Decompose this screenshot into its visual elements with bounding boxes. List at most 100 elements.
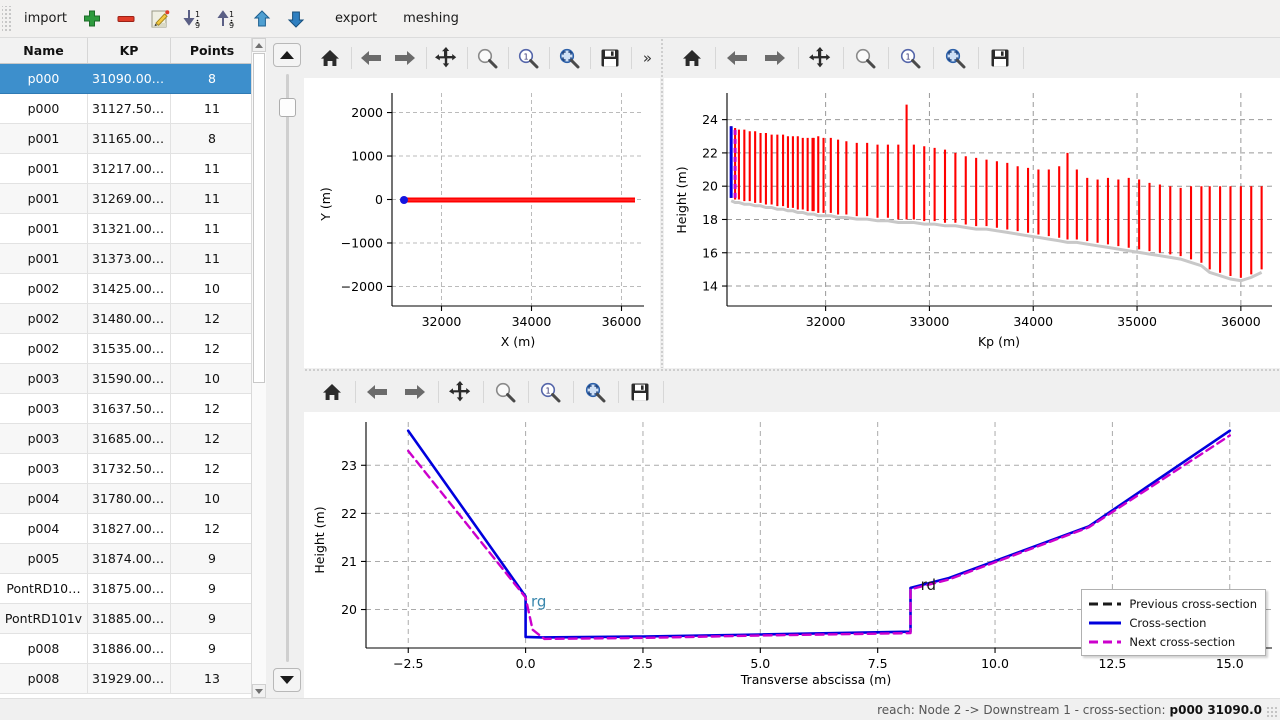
cell-name: p003 [0, 453, 88, 484]
table-row[interactable]: p008 31886.0000 9 [0, 633, 254, 664]
back-arrow-icon[interactable] [359, 377, 395, 407]
cell-points: 12 [170, 453, 254, 484]
home-icon[interactable] [314, 377, 350, 407]
table-row[interactable]: p001 31269.0000 11 [0, 183, 254, 214]
column-header-name[interactable]: Name [0, 38, 88, 64]
home-icon[interactable] [674, 43, 710, 73]
move-down-icon[interactable] [281, 6, 311, 32]
forward-arrow-icon[interactable] [397, 377, 433, 407]
scrollbar-thumb[interactable] [253, 53, 265, 383]
table-row[interactable]: p005 31874.0000 9 [0, 543, 254, 574]
back-arrow-icon[interactable] [355, 43, 387, 73]
table-row[interactable]: p003 31637.5000 12 [0, 393, 254, 424]
magnifier-icon[interactable] [487, 377, 523, 407]
import-button[interactable]: import [24, 11, 67, 26]
table-row[interactable]: p008 31929.0000 13 [0, 663, 254, 694]
slider-track[interactable] [286, 74, 289, 662]
legend-label-current: Cross-section [1129, 615, 1207, 630]
table-row[interactable]: PontRD101v 31885.0000 9 [0, 603, 254, 634]
table-row[interactable]: p000 31127.5000 11 [0, 93, 254, 124]
table-row[interactable]: p001 31321.0000 11 [0, 213, 254, 244]
table-row[interactable]: p004 31780.0000 10 [0, 483, 254, 514]
column-header-kp[interactable]: KP [87, 38, 171, 64]
forward-arrow-icon[interactable] [757, 43, 793, 73]
cell-name: p001 [0, 123, 88, 154]
cross-section-table[interactable]: Name KP Points p000 31090.0000 8 p000 31127.… [0, 38, 254, 694]
vertical-splitter[interactable] [660, 38, 664, 368]
table-row[interactable]: PontRD10… 31875.0000 9 [0, 573, 254, 604]
save-disk-icon[interactable] [594, 43, 626, 73]
slider-thumb[interactable] [279, 98, 296, 117]
table-row[interactable]: p000 31090.0000 8 [0, 63, 254, 94]
pan-move-icon[interactable] [430, 43, 462, 73]
magnifier-region-icon[interactable] [553, 43, 585, 73]
table-row[interactable]: p001 31165.0000 8 [0, 123, 254, 154]
table-row[interactable]: p002 31535.0000 12 [0, 333, 254, 364]
status-bar: reach: Node 2 -> Downstream 1 - cross-se… [0, 698, 1280, 720]
cell-name: p003 [0, 393, 88, 424]
table-row[interactable]: p004 31827.0000 12 [0, 513, 254, 544]
svg-text:0: 0 [375, 192, 383, 207]
sort-descending-icon[interactable]: 1 9 [179, 6, 209, 32]
magnifier-region-icon[interactable] [937, 43, 973, 73]
cell-points: 9 [170, 633, 254, 664]
legend-swatch-next-icon [1088, 636, 1122, 648]
save-disk-icon[interactable] [622, 377, 658, 407]
cell-name: p001 [0, 183, 88, 214]
pan-move-icon[interactable] [442, 377, 478, 407]
legend-label-next: Next cross-section [1129, 634, 1236, 649]
home-icon[interactable] [314, 43, 346, 73]
forward-arrow-icon[interactable] [389, 43, 421, 73]
sort-ascending-icon[interactable]: 1 9 [213, 6, 243, 32]
magnifier-region-icon[interactable] [577, 377, 613, 407]
cell-kp: 31165.0000 [87, 123, 171, 154]
toolbar-drag-handle[interactable] [2, 5, 12, 32]
cross-section-toolbar: 1 [304, 372, 1280, 412]
magnifier-one-icon[interactable]: 1 [512, 43, 544, 73]
table-row[interactable]: p003 31685.0000 12 [0, 423, 254, 454]
export-button[interactable]: export [334, 11, 378, 26]
cell-name: p001 [0, 153, 88, 184]
edit-icon[interactable] [145, 6, 175, 32]
legend-item-next: Next cross-section [1088, 632, 1257, 651]
toolbar-overflow-button[interactable]: » [642, 49, 653, 67]
save-disk-icon[interactable] [982, 43, 1018, 73]
long-profile-canvas[interactable]: 32000 33000 34000 35000 36000 14 16 18 20 22 24 He… [664, 78, 1280, 368]
move-up-icon[interactable] [247, 6, 277, 32]
slider-up-button[interactable] [273, 43, 301, 67]
cell-kp: 31373.0000 [87, 243, 171, 274]
column-header-points[interactable]: Points [170, 38, 254, 64]
horizontal-splitter[interactable] [304, 368, 1280, 372]
cross-section-canvas[interactable]: −2.5 0.0 2.5 5.0 7.5 10.0 12.5 15.0 20 21 22 23 rg r… [304, 412, 1280, 698]
add-icon[interactable] [77, 6, 107, 32]
remove-icon[interactable] [111, 6, 141, 32]
table-row[interactable]: p003 31590.0000 10 [0, 363, 254, 394]
profile-ylabel: Height (m) [674, 166, 689, 233]
table-row[interactable]: p002 31480.0000 12 [0, 303, 254, 334]
table-row[interactable]: p001 31373.0000 11 [0, 243, 254, 274]
cross-section-slider[interactable] [270, 38, 304, 698]
scroll-down-arrow-icon[interactable] [252, 684, 266, 698]
back-arrow-icon[interactable] [719, 43, 755, 73]
svg-text:1000: 1000 [351, 149, 383, 164]
svg-text:2.5: 2.5 [633, 656, 653, 671]
magnifier-one-icon[interactable]: 1 [892, 43, 928, 73]
pan-move-icon[interactable] [802, 43, 838, 73]
cell-kp: 31590.0000 [87, 363, 171, 394]
slider-down-button[interactable] [273, 668, 301, 692]
cell-name: p008 [0, 663, 88, 694]
cell-kp: 31425.0000 [87, 273, 171, 304]
legend-item-current: Cross-section [1088, 613, 1257, 632]
plan-view-canvas[interactable]: 32000 34000 36000 −2000 −1000 0 1000 2000 Y (m)… [304, 78, 660, 368]
scroll-up-arrow-icon[interactable] [252, 38, 266, 52]
resize-grip[interactable] [1266, 706, 1278, 718]
table-row[interactable]: p001 31217.0000 11 [0, 153, 254, 184]
magnifier-icon[interactable] [471, 43, 503, 73]
meshing-button[interactable]: meshing [403, 11, 459, 26]
table-scrollbar[interactable] [251, 38, 266, 698]
table-row[interactable]: p002 31425.0000 10 [0, 273, 254, 304]
magnifier-icon[interactable] [847, 43, 883, 73]
table-row[interactable]: p003 31732.5000 12 [0, 453, 254, 484]
magnifier-one-icon[interactable]: 1 [532, 377, 568, 407]
